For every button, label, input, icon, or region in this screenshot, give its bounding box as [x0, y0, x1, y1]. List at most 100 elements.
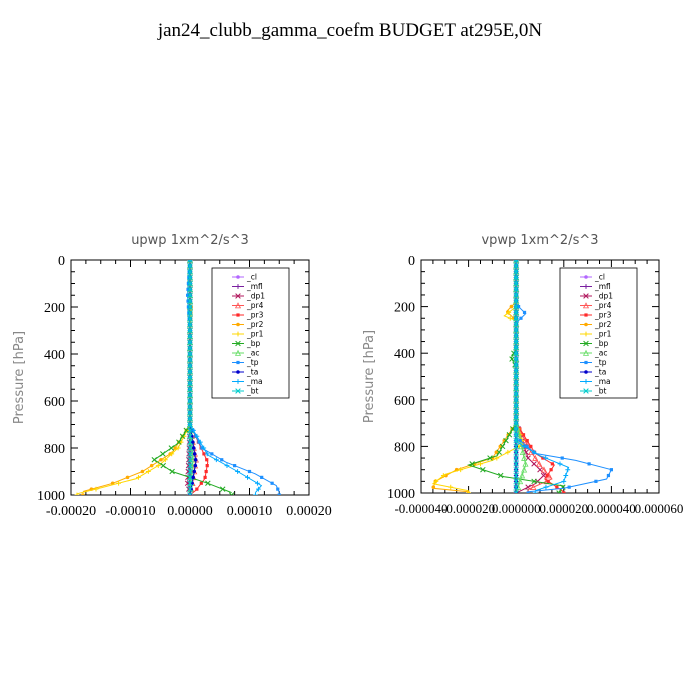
- legend-entry: _mfl: [246, 282, 263, 291]
- data-point: [187, 451, 193, 457]
- data-point: [187, 321, 193, 328]
- data-point: [187, 374, 193, 381]
- data-point: [199, 481, 203, 485]
- data-point: [531, 478, 537, 485]
- data-point: [256, 486, 261, 492]
- data-point: [513, 344, 519, 351]
- data-point: [193, 457, 198, 462]
- legend: _cl_mfl_dp1_pr4_pr3_pr2_pr1_bp_ac_tp_ta_…: [211, 267, 290, 399]
- data-point: [494, 455, 500, 461]
- data-point: [513, 408, 519, 415]
- y-tick-label: 0: [408, 254, 415, 269]
- data-point: [187, 286, 193, 293]
- legend-entry: _pr1: [594, 330, 612, 339]
- y-tick-label: 200: [394, 301, 415, 316]
- data-point: [187, 433, 193, 440]
- data-point: [513, 321, 519, 327]
- data-point: [116, 480, 121, 486]
- legend-entry: _pr4: [246, 301, 264, 310]
- data-point: [513, 397, 519, 403]
- chart-panel-2: vpwp 1xm^2/s^3 Pressure [hPa] 0 200 400 600 80…: [362, 233, 683, 516]
- data-point: [546, 479, 550, 483]
- data-point: [521, 444, 527, 449]
- data-point: [513, 402, 519, 409]
- data-point: [560, 456, 564, 460]
- data-point: [513, 303, 519, 310]
- data-point: [247, 469, 252, 474]
- data-point: [556, 490, 562, 493]
- data-point: [190, 440, 195, 444]
- y-tick-label: 400: [44, 348, 65, 363]
- data-point: [550, 462, 554, 466]
- data-point: [513, 367, 519, 374]
- legend-marker: [582, 349, 590, 356]
- data-point: [187, 380, 193, 387]
- legend-entry: _pr3: [594, 311, 612, 320]
- data-point: [187, 357, 193, 363]
- data-point: [81, 493, 85, 495]
- legend-marker: [583, 331, 589, 337]
- data-point: [536, 460, 543, 467]
- data-point: [203, 475, 207, 479]
- y-tick-label: 0: [58, 254, 65, 269]
- data-point: [233, 464, 237, 468]
- legend: _cl_mfl_dp1_pr4_pr3_pr2_pr1_bp_ac_tp_ta_…: [559, 267, 638, 399]
- data-point: [192, 469, 197, 474]
- data-point: [499, 443, 506, 450]
- data-point: [521, 433, 526, 437]
- x-tick-label: 0.000040: [587, 501, 636, 516]
- data-point: [503, 437, 509, 444]
- data-point: [487, 455, 493, 461]
- legend-entry: _ma: [594, 377, 611, 386]
- data-point: [513, 327, 519, 333]
- data-point: [201, 445, 207, 451]
- data-point: [509, 304, 514, 309]
- legend-box: [559, 267, 638, 399]
- data-point: [526, 491, 530, 493]
- data-point: [518, 438, 522, 443]
- series-group: [431, 260, 613, 493]
- data-point: [594, 479, 598, 483]
- panel-title: upwp 1xm^2/s^3: [131, 233, 249, 248]
- data-point: [513, 309, 519, 316]
- x-tick-label: -0.00010: [105, 504, 155, 519]
- data-point: [260, 475, 264, 479]
- data-point: [466, 490, 471, 493]
- data-point: [187, 315, 193, 322]
- legend-marker: [583, 293, 589, 299]
- data-point: [187, 351, 193, 357]
- data-point: [187, 445, 193, 451]
- legend-marker: [234, 302, 242, 309]
- data-point: [519, 448, 526, 456]
- data-point: [162, 457, 168, 463]
- legend-box: [211, 267, 290, 399]
- data-point: [202, 452, 206, 456]
- data-point: [187, 339, 193, 346]
- y-tick-label: 1000: [37, 489, 65, 504]
- data-point: [513, 449, 519, 455]
- legend-entry: _cl: [246, 273, 257, 282]
- legend-marker: [584, 322, 588, 327]
- data-point: [494, 450, 499, 455]
- legend-entry: _ac: [246, 349, 259, 358]
- legend-marker: [236, 322, 240, 327]
- x-tick-label: 0.00010: [227, 504, 273, 519]
- x-tick-label: -0.00020: [46, 504, 96, 519]
- data-point: [205, 458, 209, 462]
- data-point: [187, 462, 193, 469]
- data-point: [531, 449, 537, 455]
- y-axis-label: Pressure [hPa]: [12, 331, 27, 424]
- data-point: [74, 492, 80, 495]
- legend-entry: _pr2: [246, 320, 264, 329]
- data-point: [205, 480, 211, 487]
- data-point: [513, 332, 519, 339]
- data-point: [187, 263, 193, 269]
- data-point: [187, 362, 193, 369]
- panel-title: vpwp 1xm^2/s^3: [481, 233, 598, 248]
- data-point: [562, 491, 566, 493]
- data-point: [513, 268, 519, 275]
- data-point: [549, 468, 553, 472]
- data-point: [513, 466, 519, 473]
- data-point: [513, 379, 519, 386]
